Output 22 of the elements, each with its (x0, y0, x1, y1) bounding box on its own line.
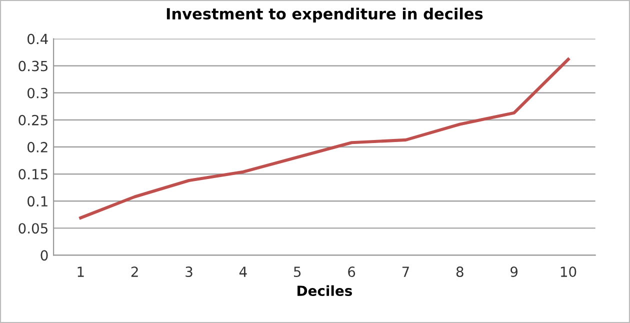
x-tick-label: 1 (78, 266, 84, 277)
x-tick-label: 6 (348, 266, 356, 278)
x-tick-label: 2 (131, 266, 138, 277)
y-tick-label: 0.2 (28, 142, 48, 152)
x-tick-label: 3 (186, 266, 192, 278)
x-axis-title: Deciles (298, 285, 352, 296)
x-tick-label: 7 (402, 266, 409, 277)
x-tick-label: 5 (294, 266, 301, 278)
line-series (79, 58, 570, 220)
y-tick-label: 0.25 (18, 114, 48, 126)
x-tick-label: 10 (560, 266, 576, 278)
chart-title: Investment to expenditure in deciles (166, 8, 483, 22)
y-tick-label: 0.35 (18, 60, 48, 72)
y-tick-label: 0 (40, 250, 48, 261)
y-tick-label: 0.4 (28, 34, 48, 44)
y-tick-label: 0.3 (28, 88, 48, 98)
x-tick-label: 8 (456, 266, 464, 278)
y-tick-label: 0.1 (28, 196, 48, 207)
x-tick-label: 9 (510, 266, 518, 278)
y-tick-label: 0.05 (18, 223, 48, 234)
x-tick-label: 4 (239, 266, 247, 277)
y-tick-label: 0.15 (18, 168, 48, 180)
